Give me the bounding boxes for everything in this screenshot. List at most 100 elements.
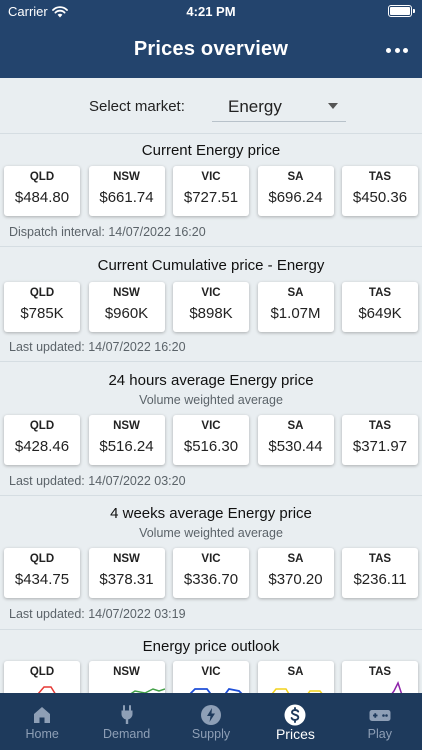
- price-cards: QLD $484.80 NSW $661.74 VIC $727.51 SA $696.…: [4, 166, 418, 216]
- market-dropdown[interactable]: Energy: [212, 90, 346, 122]
- section-footer: Last updated: 14/07/2022 03:20: [9, 474, 186, 488]
- status-time: 4:21 PM: [186, 4, 236, 19]
- section-subtitle: Volume weighted average: [139, 393, 283, 407]
- tab-bar: Home Demand Supply Prices Play: [0, 693, 422, 750]
- card-region: TAS: [368, 666, 392, 678]
- price-card-sa[interactable]: SA $370.20: [257, 548, 334, 598]
- carrier-label: Carrier: [8, 4, 48, 19]
- home-icon: [34, 707, 51, 723]
- price-card-nsw[interactable]: NSW $661.74: [88, 166, 165, 216]
- tab-play[interactable]: Play: [338, 693, 422, 750]
- cumulative-price-section: Current Cumulative price - Energy QLD $78…: [0, 247, 422, 362]
- price-card-vic[interactable]: VIC $727.51: [173, 166, 249, 216]
- card-region: QLD: [29, 553, 55, 565]
- price-cards: QLD $785K NSW $960K VIC $898K SA $1.07M TAS $…: [4, 282, 418, 332]
- card-region: VIC: [201, 287, 221, 299]
- card-value: $696.24: [268, 189, 323, 206]
- price-card-nsw[interactable]: NSW $516.24: [88, 415, 165, 465]
- card-region: TAS: [368, 171, 392, 183]
- price-card-tas[interactable]: TAS $236.11: [342, 548, 418, 598]
- price-card-vic[interactable]: VIC $516.30: [173, 415, 249, 465]
- card-value: $785K: [20, 305, 64, 322]
- card-region: VIC: [201, 553, 221, 565]
- card-value: $434.75: [14, 571, 70, 588]
- section-title: 4 weeks average Energy price: [110, 505, 312, 522]
- current-price-section: Current Energy price QLD $484.80 NSW $661.…: [0, 134, 422, 247]
- price-card-vic[interactable]: VIC $336.70: [173, 548, 249, 598]
- price-card-tas[interactable]: TAS $450.36: [342, 166, 418, 216]
- market-selector-row: Select market: Energy: [0, 78, 422, 134]
- price-card-sa[interactable]: SA $1.07M: [257, 282, 334, 332]
- card-region: TAS: [368, 287, 392, 299]
- page-title: Prices overview: [133, 38, 289, 60]
- price-card-qld[interactable]: QLD $428.46: [4, 415, 80, 465]
- section-footer: Dispatch interval: 14/07/2022 16:20: [9, 225, 206, 239]
- price-card-sa[interactable]: SA $530.44: [257, 415, 334, 465]
- price-card-vic[interactable]: VIC $898K: [173, 282, 249, 332]
- card-value: $530.44: [268, 438, 323, 455]
- card-value: $649K: [358, 305, 402, 322]
- card-value: $236.11: [353, 571, 407, 588]
- section-subtitle: Volume weighted average: [139, 526, 283, 540]
- card-region: NSW: [113, 553, 140, 565]
- price-card-sa[interactable]: SA $696.24: [257, 166, 334, 216]
- card-region: VIC: [201, 171, 221, 183]
- section-title: Current Energy price: [141, 142, 281, 159]
- card-region: SA: [287, 287, 304, 299]
- tab-label: Prices: [275, 726, 315, 742]
- tab-label: Play: [367, 727, 392, 741]
- tab-prices[interactable]: Prices: [253, 693, 337, 750]
- card-region: SA: [287, 666, 304, 678]
- price-card-nsw[interactable]: NSW $378.31: [88, 548, 165, 598]
- dollar-icon: [284, 704, 306, 726]
- tab-supply[interactable]: Supply: [169, 693, 253, 750]
- card-region: SA: [287, 420, 304, 432]
- gamepad-icon: [369, 710, 391, 721]
- wifi-icon: [51, 5, 68, 17]
- price-card-qld[interactable]: QLD $434.75: [4, 548, 80, 598]
- card-region: QLD: [29, 287, 55, 299]
- section-footer: Last updated: 14/07/2022 03:19: [9, 607, 186, 621]
- card-value: $371.97: [352, 438, 408, 455]
- status-bar: Carrier 4:21 PM: [0, 0, 422, 22]
- card-region: SA: [287, 553, 304, 565]
- tab-home[interactable]: Home: [0, 693, 84, 750]
- bolt-icon: [201, 705, 222, 725]
- card-region: QLD: [29, 666, 55, 678]
- price-card-tas[interactable]: TAS $649K: [342, 282, 418, 332]
- card-region: QLD: [29, 171, 55, 183]
- card-value: $1.07M: [270, 305, 321, 322]
- card-region: TAS: [368, 553, 392, 565]
- battery-icon: [388, 5, 415, 17]
- price-card-tas[interactable]: TAS $371.97: [342, 415, 418, 465]
- day-average-section: 24 hours average Energy price Volume wei…: [0, 362, 422, 496]
- card-region: QLD: [29, 420, 55, 432]
- price-card-nsw[interactable]: NSW $960K: [88, 282, 165, 332]
- plug-icon: [121, 705, 133, 724]
- more-options-icon[interactable]: [386, 40, 408, 60]
- card-value: $370.20: [268, 571, 323, 588]
- card-value: $336.70: [183, 571, 239, 588]
- card-value: $516.30: [183, 438, 239, 455]
- price-card-qld[interactable]: QLD $785K: [4, 282, 80, 332]
- tab-demand[interactable]: Demand: [84, 693, 168, 750]
- price-cards: QLD $434.75 NSW $378.31 VIC $336.70 SA $370.…: [4, 548, 418, 598]
- section-title: 24 hours average Energy price: [108, 372, 314, 389]
- card-value: $516.24: [99, 438, 154, 455]
- tab-label: Supply: [191, 727, 231, 741]
- price-cards: QLD $428.46 NSW $516.24 VIC $516.30 SA $530.…: [4, 415, 418, 465]
- carrier-info: Carrier: [8, 4, 68, 19]
- card-region: SA: [287, 171, 304, 183]
- tab-label: Home: [25, 727, 59, 741]
- card-value: $378.31: [99, 571, 154, 588]
- card-region: VIC: [201, 420, 221, 432]
- market-selected-value: Energy: [228, 97, 282, 116]
- card-value: $960K: [104, 305, 149, 322]
- card-value: $450.36: [352, 189, 408, 206]
- card-value: $661.74: [99, 189, 154, 206]
- card-region: NSW: [113, 171, 140, 183]
- price-card-qld[interactable]: QLD $484.80: [4, 166, 80, 216]
- card-value: $727.51: [183, 189, 239, 206]
- outlook-title: Energy price outlook: [142, 638, 280, 655]
- card-region: NSW: [113, 666, 140, 678]
